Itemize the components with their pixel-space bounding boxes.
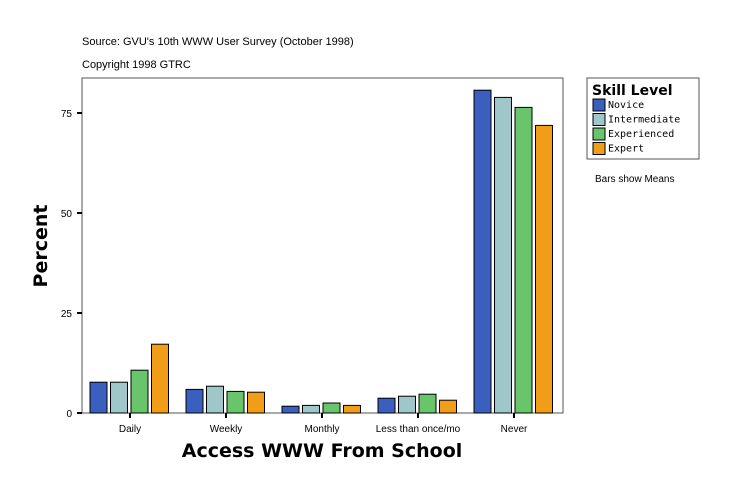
bar-expert-1 [247,391,265,414]
legend-label: Experienced [608,129,674,140]
bar-intermediate-2 [302,404,320,414]
x-tick-label: Weekly [210,424,243,435]
x-tick-label: Less than once/mo [376,424,461,435]
bar-intermediate-4 [494,96,512,414]
bar-novice-3 [377,397,396,414]
bar-experienced-2 [322,402,341,414]
legend-label: Intermediate [608,115,680,126]
bar-experienced-4 [514,106,533,414]
bar-intermediate-1 [206,385,224,414]
y-tick-label: 25 [61,309,73,320]
legend-swatch-novice [592,98,606,112]
bar-intermediate-0 [110,381,128,414]
legend-label: Novice [608,100,644,111]
bar-experienced-1 [226,390,245,414]
bar-expert-2 [343,404,361,414]
bar-intermediate-3 [398,395,416,414]
legend-swatch-intermediate [592,113,606,126]
legend-title: Skill Level [592,83,673,99]
y-tick-label: 0 [66,409,72,420]
copyright-text: Copyright 1998 GTRC [82,59,191,71]
legend-label: Expert [608,144,644,155]
bar-novice-1 [185,388,204,414]
x-tick-label: Daily [119,424,141,435]
y-tick-label: 75 [61,109,73,120]
bar-expert-3 [439,399,457,414]
x-tick-label: Never [501,424,528,435]
y-axis-label: Percent [30,205,52,288]
x-axis-label: Access WWW From School [182,440,463,462]
legend: Skill Level Novice Intermediate Experience… [586,77,700,160]
x-tick-label: Monthly [304,424,339,435]
legend-swatch-experienced [592,127,606,141]
y-tick-label: 50 [61,209,73,220]
note-text: Bars show Means [595,174,674,185]
legend-swatch-expert [592,142,606,155]
bar-experienced-0 [130,369,149,414]
bar-novice-2 [281,405,300,414]
bar-novice-4 [473,89,492,414]
source-text: Source: GVU's 10th WWW User Survey (Octo… [82,36,354,48]
bar-experienced-3 [418,393,437,414]
bar-expert-4 [535,124,553,414]
bar-expert-0 [151,343,169,414]
bar-novice-0 [89,381,108,414]
